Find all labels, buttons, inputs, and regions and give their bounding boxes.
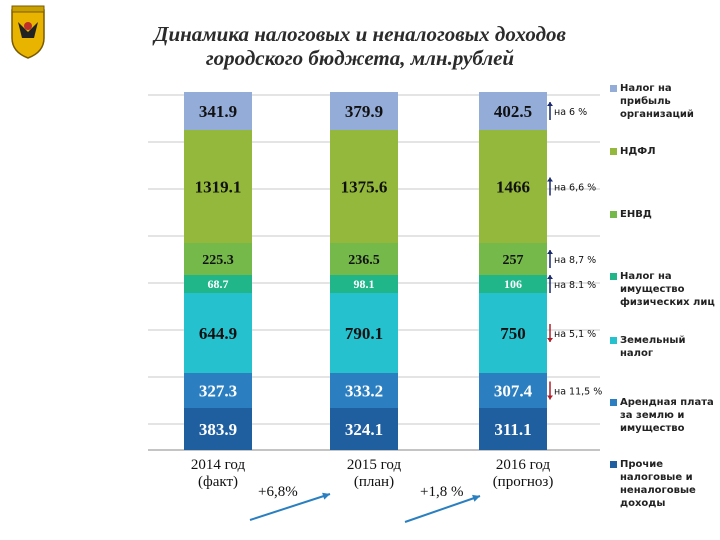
legend-label: Прочие налоговые и неналоговые доходы [620, 459, 696, 509]
data-label: 1375.6 [341, 177, 388, 196]
legend-swatch [610, 148, 617, 155]
category-label-2015: 2015 год (план) [334, 457, 414, 491]
bar-segment [479, 92, 547, 130]
data-label: 106 [504, 277, 522, 291]
legend-item-envd: ЕНВД [610, 208, 720, 221]
legend-item-rent: Арендная плата за землю и имущество [610, 396, 720, 435]
bar-segment [330, 408, 398, 450]
data-label: 257 [503, 253, 524, 268]
bar-segment [184, 293, 252, 373]
data-label: 341.9 [199, 102, 237, 121]
legend-swatch [610, 211, 617, 218]
legend-label: Налог на прибыль организаций [620, 83, 694, 120]
category-label-2014-year: 2014 год [190, 457, 246, 473]
bar-segment [184, 275, 252, 293]
data-label: 790.1 [345, 324, 383, 343]
data-label: 1466 [496, 177, 530, 196]
change-label: на 6 % [554, 107, 587, 118]
legend-swatch [610, 337, 617, 344]
change-arrowhead [547, 275, 553, 279]
change-label: на 8,7 % [554, 255, 596, 266]
data-label: 644.9 [199, 324, 237, 343]
data-label: 383.9 [199, 420, 237, 439]
legend-item-property-tax: Налог на имущество физических лиц [610, 270, 720, 309]
bar-segment [330, 130, 398, 243]
title-line-1: Динамика налоговых и неналоговых доходов [154, 22, 566, 46]
bar-segment [184, 243, 252, 275]
change-label: на 8.1 % [554, 280, 596, 291]
data-label: 307.4 [494, 381, 533, 400]
legend-item-ndfl: НДФЛ [610, 145, 720, 158]
change-arrowhead [547, 395, 553, 400]
bar-segment [479, 243, 547, 275]
category-label-2016-note: (прогноз) [492, 474, 554, 490]
legend-label: Налог на имущество физических лиц [620, 271, 715, 308]
growth-arrow [249, 493, 331, 521]
growth-label-2015: +6,8% [258, 484, 298, 500]
change-label: на 11,5 % [554, 387, 602, 398]
legend-label: Арендная плата за землю и имущество [620, 397, 714, 434]
chart-title: Динамика налоговых и неналоговых доходов… [60, 22, 660, 70]
legend-item-land-tax: Земельный налог [610, 334, 720, 360]
legend-item-other: Прочие налоговые и неналоговые доходы [610, 458, 720, 510]
bar-segment [479, 275, 547, 293]
change-arrowhead [547, 102, 553, 106]
bar-segment [479, 373, 547, 408]
change-label: на 6,6 % [554, 183, 596, 194]
change-arrowhead [547, 250, 553, 254]
bar-segment [184, 130, 252, 243]
data-label: 98.1 [354, 277, 375, 291]
legend-item-profit-tax: Налог на прибыль организаций [610, 82, 720, 121]
data-label: 327.3 [199, 381, 237, 400]
legend-swatch [610, 461, 617, 468]
bar-segment [330, 373, 398, 408]
bar-segment [184, 92, 252, 130]
bar-segment [184, 373, 252, 408]
legend-swatch [610, 399, 617, 406]
legend-swatch [610, 85, 617, 92]
legend-swatch [610, 273, 617, 280]
category-label-2015-year: 2015 год [346, 457, 402, 473]
growth-arrowhead [472, 494, 480, 502]
bar-segment [479, 130, 547, 243]
bar-segment [330, 92, 398, 130]
category-label-2016: 2016 год (прогноз) [478, 457, 568, 491]
bar-segment [479, 293, 547, 373]
data-label: 324.1 [345, 420, 383, 439]
bar-segment [479, 408, 547, 450]
legend-label: ЕНВД [620, 209, 652, 220]
category-label-2016-year: 2016 год [495, 457, 551, 473]
legend-label: НДФЛ [620, 146, 656, 157]
bar-segment [330, 275, 398, 293]
change-arrowhead [547, 338, 553, 342]
bar-segment [184, 408, 252, 450]
title-line-2: городского бюджета, млн.рублей [205, 46, 515, 70]
change-label: на 5,1 % [554, 329, 596, 340]
coat-of-arms-icon [11, 5, 45, 59]
growth-arrow [404, 495, 481, 523]
category-label-2014-note: (факт) [197, 474, 238, 490]
data-label: 402.5 [494, 102, 532, 121]
data-label: 68.7 [208, 277, 229, 291]
growth-label-2016: +1,8 % [420, 484, 464, 500]
data-label: 1319.1 [195, 177, 242, 196]
change-arrowhead [547, 177, 553, 182]
data-label: 225.3 [202, 253, 234, 268]
data-label: 236.5 [348, 253, 380, 268]
bar-segment [330, 293, 398, 373]
legend-label: Земельный налог [620, 335, 686, 359]
growth-arrowhead [322, 492, 330, 500]
category-label-2015-note: (план) [353, 474, 395, 490]
data-label: 311.1 [494, 420, 531, 439]
category-label-2014: 2014 год (факт) [178, 457, 258, 491]
bar-segment [330, 243, 398, 275]
data-label: 379.9 [345, 102, 383, 121]
data-label: 333.2 [345, 381, 383, 400]
data-label: 750 [500, 324, 526, 343]
